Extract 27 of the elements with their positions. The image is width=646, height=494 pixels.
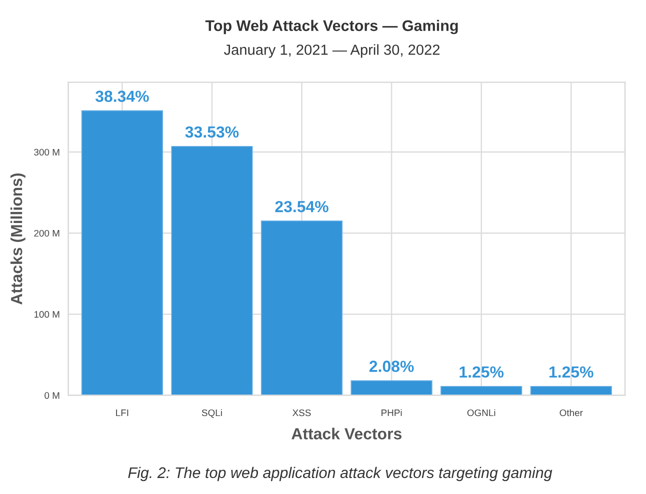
bar <box>350 380 432 396</box>
y-tick-label: 300 M <box>34 148 60 156</box>
x-tick-label: XSS <box>292 409 311 416</box>
bar <box>171 146 253 396</box>
y-tick-label: 200 M <box>34 230 60 237</box>
bar <box>260 220 343 396</box>
y-tick-label: 100 M <box>34 311 60 318</box>
bar <box>81 110 163 396</box>
annotation: 2.08% <box>369 360 414 372</box>
bar <box>530 386 612 396</box>
annotation: 1.25% <box>549 366 594 378</box>
bar <box>440 386 522 396</box>
x-tick-label: OGNLi <box>467 409 496 416</box>
y-tick-label: 0 M <box>44 392 60 399</box>
annotation: 33.53% <box>185 126 239 138</box>
annotation: 23.54% <box>275 200 328 212</box>
x-axis-title: Attack Vectors <box>292 428 402 440</box>
x-tick-label: Other <box>560 409 583 416</box>
chart-subtitle: January 1, 2021 — April 30, 2022 <box>224 44 440 58</box>
x-tick-label: PHPi <box>382 409 402 416</box>
caption: Fig. 2: The top web application attack vectors targeting gaming <box>128 466 552 482</box>
y-axis-title: Attacks (Millions) <box>10 173 26 305</box>
annotation: 1.25% <box>460 366 504 378</box>
annotation: 38.34% <box>95 90 149 102</box>
x-tick-label: SQLi <box>202 409 222 418</box>
chart-title: Top Web Attack Vectors — Gaming <box>205 20 458 34</box>
x-tick-label: LFI <box>116 410 128 416</box>
